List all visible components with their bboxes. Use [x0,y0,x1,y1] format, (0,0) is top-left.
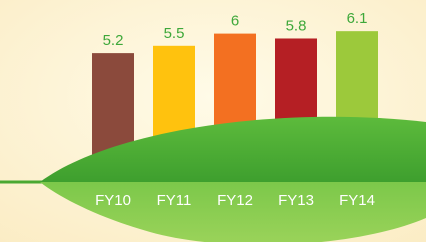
value-label: 5.8 [286,17,307,34]
chart: 5.2 FY10 5.5 FY11 6 FY12 5.8 FY13 6.1 FY14 [0,0,426,242]
value-label: 5.5 [164,25,185,42]
x-tick-label: FY13 [278,192,314,209]
x-tick-label: FY11 [157,192,192,209]
value-label: 6.1 [347,10,368,27]
value-label: 6 [231,13,239,30]
value-label: 5.2 [103,32,124,49]
x-tick-label: FY14 [339,192,375,209]
x-tick-label: FY12 [217,192,253,209]
x-tick-label: FY10 [95,192,131,209]
